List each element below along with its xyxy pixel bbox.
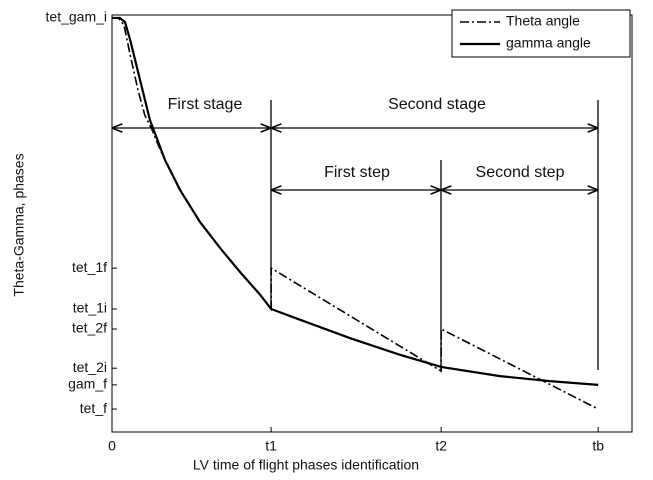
legend-label: gamma angle: [506, 35, 591, 51]
x-tick-label: 0: [108, 438, 116, 454]
y-tick-label: tet_1i: [73, 300, 107, 316]
x-tick-label: t2: [435, 438, 447, 454]
y-tick-label: tet_f: [80, 400, 107, 416]
annotations: First stage Second stage First step Seco…: [112, 96, 599, 370]
x-axis-label: LV time of flight phases identification: [193, 457, 419, 473]
annotation: Second step: [476, 164, 565, 181]
y-tick-label: tet_2i: [73, 359, 107, 375]
annotation: First stage: [168, 96, 243, 113]
legend: Theta angle gamma angle: [451, 9, 631, 58]
series-line: [112, 17, 599, 410]
plot-frame: [111, 14, 633, 433]
annotation: First step: [324, 164, 390, 181]
x-tick-label: tb: [592, 438, 604, 454]
y-tick-label: tet_2f: [72, 320, 107, 336]
y-axis-label: Theta-Gamma, phases: [11, 153, 27, 296]
x-tick-label: t1: [265, 438, 277, 454]
y-tick-label: tet_1f: [72, 259, 107, 275]
y-tick-label: gam_f: [68, 376, 107, 392]
legend-box: [451, 9, 631, 58]
series-line: [112, 16, 599, 386]
y-tick-label: tet_gam_i: [46, 9, 107, 25]
annotation: Second stage: [388, 96, 486, 113]
legend-label: Theta angle: [506, 13, 580, 29]
